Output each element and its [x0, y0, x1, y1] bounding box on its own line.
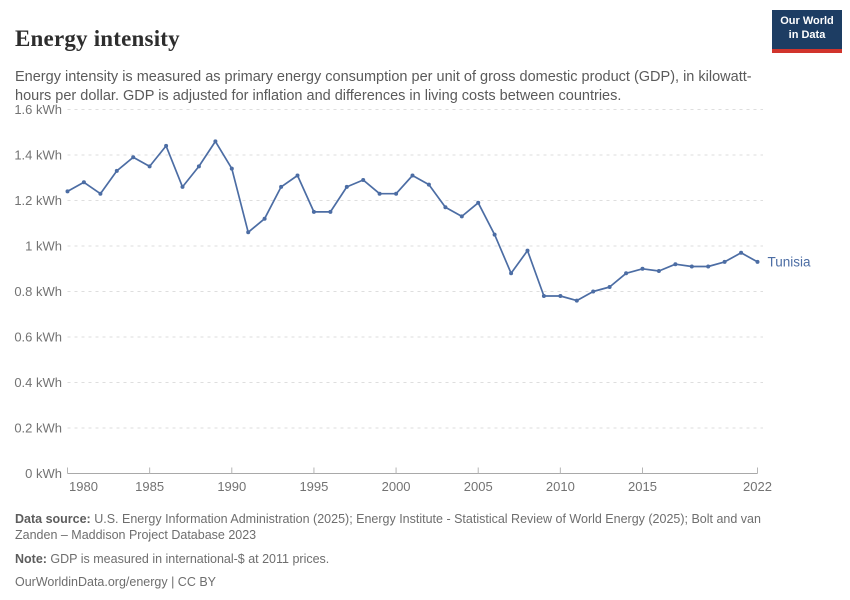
data-point — [262, 216, 267, 221]
series-label-tunisia: Tunisia — [768, 254, 812, 269]
data-point — [558, 294, 563, 298]
data-point — [131, 155, 136, 160]
data-point — [426, 182, 431, 187]
x-axis-tick-label: 1995 — [299, 479, 328, 494]
data-point — [65, 189, 70, 194]
data-point — [640, 266, 645, 271]
data-point — [443, 205, 448, 210]
x-axis-tick-label: 2010 — [546, 479, 575, 494]
data-source-text: U.S. Energy Information Administration (… — [15, 512, 761, 543]
chart-footer: Data source: U.S. Energy Information Adm… — [15, 511, 773, 597]
data-point — [722, 259, 727, 264]
x-axis-tick-label: 2015 — [628, 479, 657, 494]
data-point — [525, 248, 530, 253]
data-point — [739, 250, 744, 255]
y-axis-tick-label: 0.2 kWh — [14, 421, 62, 436]
data-point — [574, 298, 579, 303]
data-point — [246, 230, 251, 235]
y-axis-tick-label: 0.8 kWh — [14, 284, 62, 299]
data-point — [673, 262, 678, 267]
data-point — [755, 259, 760, 264]
data-point — [328, 209, 333, 214]
y-axis-tick-label: 0.6 kWh — [14, 330, 62, 345]
data-point — [394, 191, 399, 196]
y-axis-tick-label: 1.6 kWh — [14, 102, 62, 117]
y-axis-tick-label: 1.2 kWh — [14, 193, 62, 208]
y-axis-tick-label: 0.4 kWh — [14, 375, 62, 390]
data-point — [213, 139, 218, 144]
data-point — [607, 285, 612, 289]
x-axis-tick-label: 1985 — [135, 479, 164, 494]
data-point — [689, 264, 694, 269]
owid-logo: Our World in Data — [772, 10, 842, 53]
data-point — [706, 264, 711, 269]
data-point — [344, 184, 349, 189]
data-point — [295, 173, 300, 178]
y-axis-tick-label: 1.4 kWh — [14, 148, 62, 163]
series-line-tunisia — [66, 140, 759, 302]
x-axis-tick-label: 1990 — [217, 479, 246, 494]
data-point — [492, 232, 497, 237]
data-point — [361, 178, 366, 182]
data-point — [98, 191, 103, 196]
data-point — [180, 184, 185, 189]
data-point — [656, 269, 661, 273]
data-point — [377, 191, 382, 196]
data-point — [591, 289, 596, 294]
x-axis-tick-label: 1980 — [69, 479, 98, 494]
chart-subtitle: Energy intensity is measured as primary … — [15, 68, 752, 104]
data-point — [624, 271, 629, 276]
data-point — [229, 166, 234, 171]
x-axis-tick-label: 2005 — [464, 479, 493, 494]
data-point — [164, 143, 169, 148]
data-point — [311, 209, 316, 214]
y-axis-tick-label: 0 kWh — [25, 466, 62, 481]
note-line: Note: GDP is measured in international-$… — [15, 551, 773, 567]
page-title: Energy intensity — [15, 26, 180, 52]
data-point — [459, 214, 464, 219]
data-source-label: Data source: — [15, 512, 91, 526]
data-point — [410, 173, 415, 178]
x-axis-tick-label: 2000 — [382, 479, 411, 494]
data-point — [541, 294, 546, 298]
x-axis-tick-label: 2022 — [743, 479, 772, 494]
license-line: OurWorldinData.org/energy | CC BY — [15, 574, 217, 589]
note-label: Note: — [15, 551, 47, 566]
data-point — [279, 184, 284, 189]
data-point — [196, 164, 201, 169]
owid-logo-line1: Our World — [780, 15, 834, 27]
data-point — [114, 168, 119, 173]
data-source-line: Data source: U.S. Energy Information Adm… — [15, 511, 773, 544]
y-axis-tick-label: 1 kWh — [25, 239, 62, 254]
data-point — [509, 271, 514, 276]
data-point — [147, 164, 152, 169]
data-point — [476, 200, 481, 205]
data-point — [81, 180, 86, 185]
owid-logo-line2: in Data — [788, 28, 826, 41]
note-text: GDP is measured in international-$ at 20… — [46, 551, 330, 566]
